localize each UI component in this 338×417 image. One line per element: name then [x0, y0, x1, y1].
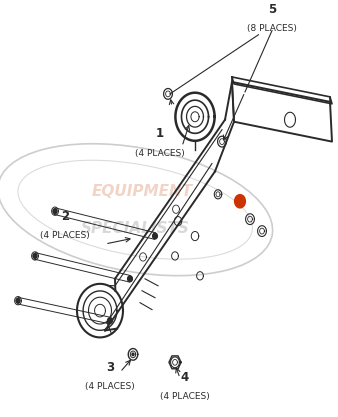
Circle shape — [235, 195, 245, 208]
Text: EQUIPMENT: EQUIPMENT — [91, 183, 193, 198]
Text: 3: 3 — [106, 361, 114, 374]
Circle shape — [16, 298, 20, 303]
Text: (4 PLACES): (4 PLACES) — [160, 392, 210, 401]
Circle shape — [128, 276, 132, 282]
Circle shape — [33, 254, 37, 259]
Text: (4 PLACES): (4 PLACES) — [135, 148, 185, 158]
Circle shape — [53, 209, 57, 214]
Text: (8 PLACES): (8 PLACES) — [247, 24, 297, 33]
Text: SPECIALISTS: SPECIALISTS — [81, 221, 190, 236]
Circle shape — [237, 198, 243, 205]
Circle shape — [132, 353, 134, 356]
Text: 5: 5 — [268, 3, 276, 16]
Circle shape — [153, 233, 158, 239]
Text: (4 PLACES): (4 PLACES) — [85, 382, 135, 391]
Text: 1: 1 — [156, 127, 164, 141]
Circle shape — [107, 318, 112, 324]
Text: (4 PLACES): (4 PLACES) — [40, 231, 90, 240]
Text: 4: 4 — [181, 371, 189, 384]
Text: 2: 2 — [61, 210, 69, 223]
